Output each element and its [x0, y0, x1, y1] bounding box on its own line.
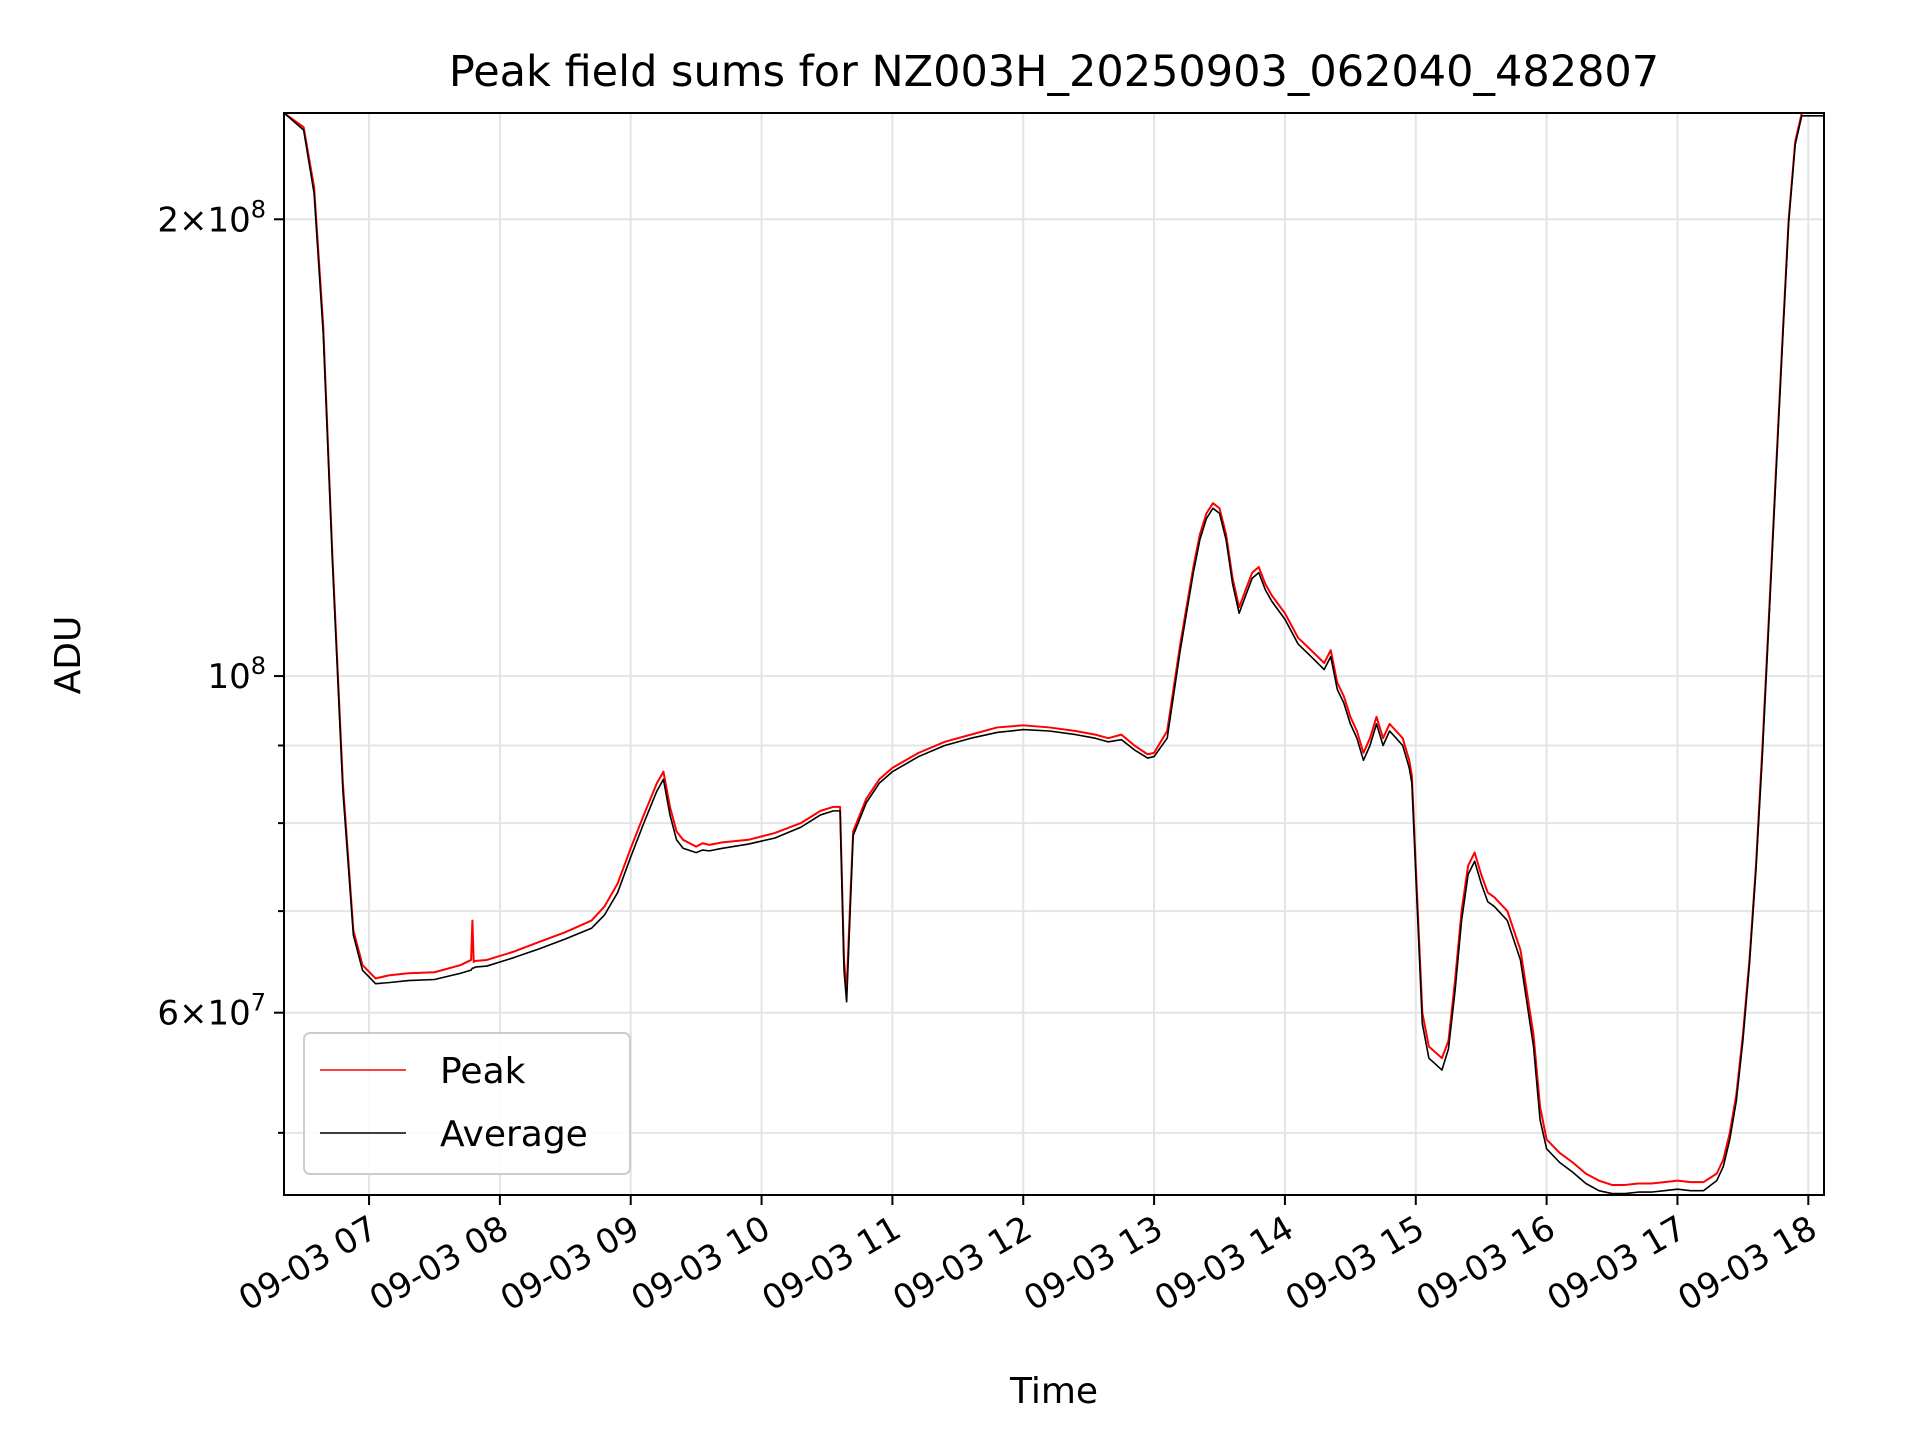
- x-axis-label: Time: [1009, 1371, 1098, 1412]
- y-axis-label: ADU: [48, 616, 89, 695]
- y-tick-label: 6×107: [157, 989, 266, 1034]
- y-tick-label: 2×108: [157, 195, 266, 240]
- legend: Peak Average: [303, 1032, 631, 1175]
- plot-frame: [283, 112, 1825, 1196]
- legend-label-peak: Peak: [440, 1051, 526, 1092]
- legend-box: [303, 1032, 631, 1175]
- series-line-peak: [284, 113, 1824, 1186]
- y-axis: 6×107 108 2×108: [157, 195, 284, 1134]
- plot-lines: [284, 113, 1824, 1195]
- y-tick-label: 108: [207, 652, 266, 697]
- gridlines: [284, 113, 1824, 1195]
- chart-title: Peak field sums for NZ003H_20250903_0620…: [449, 47, 1659, 97]
- legend-label-average: Average: [440, 1114, 588, 1155]
- series-line-average: [284, 113, 1824, 1195]
